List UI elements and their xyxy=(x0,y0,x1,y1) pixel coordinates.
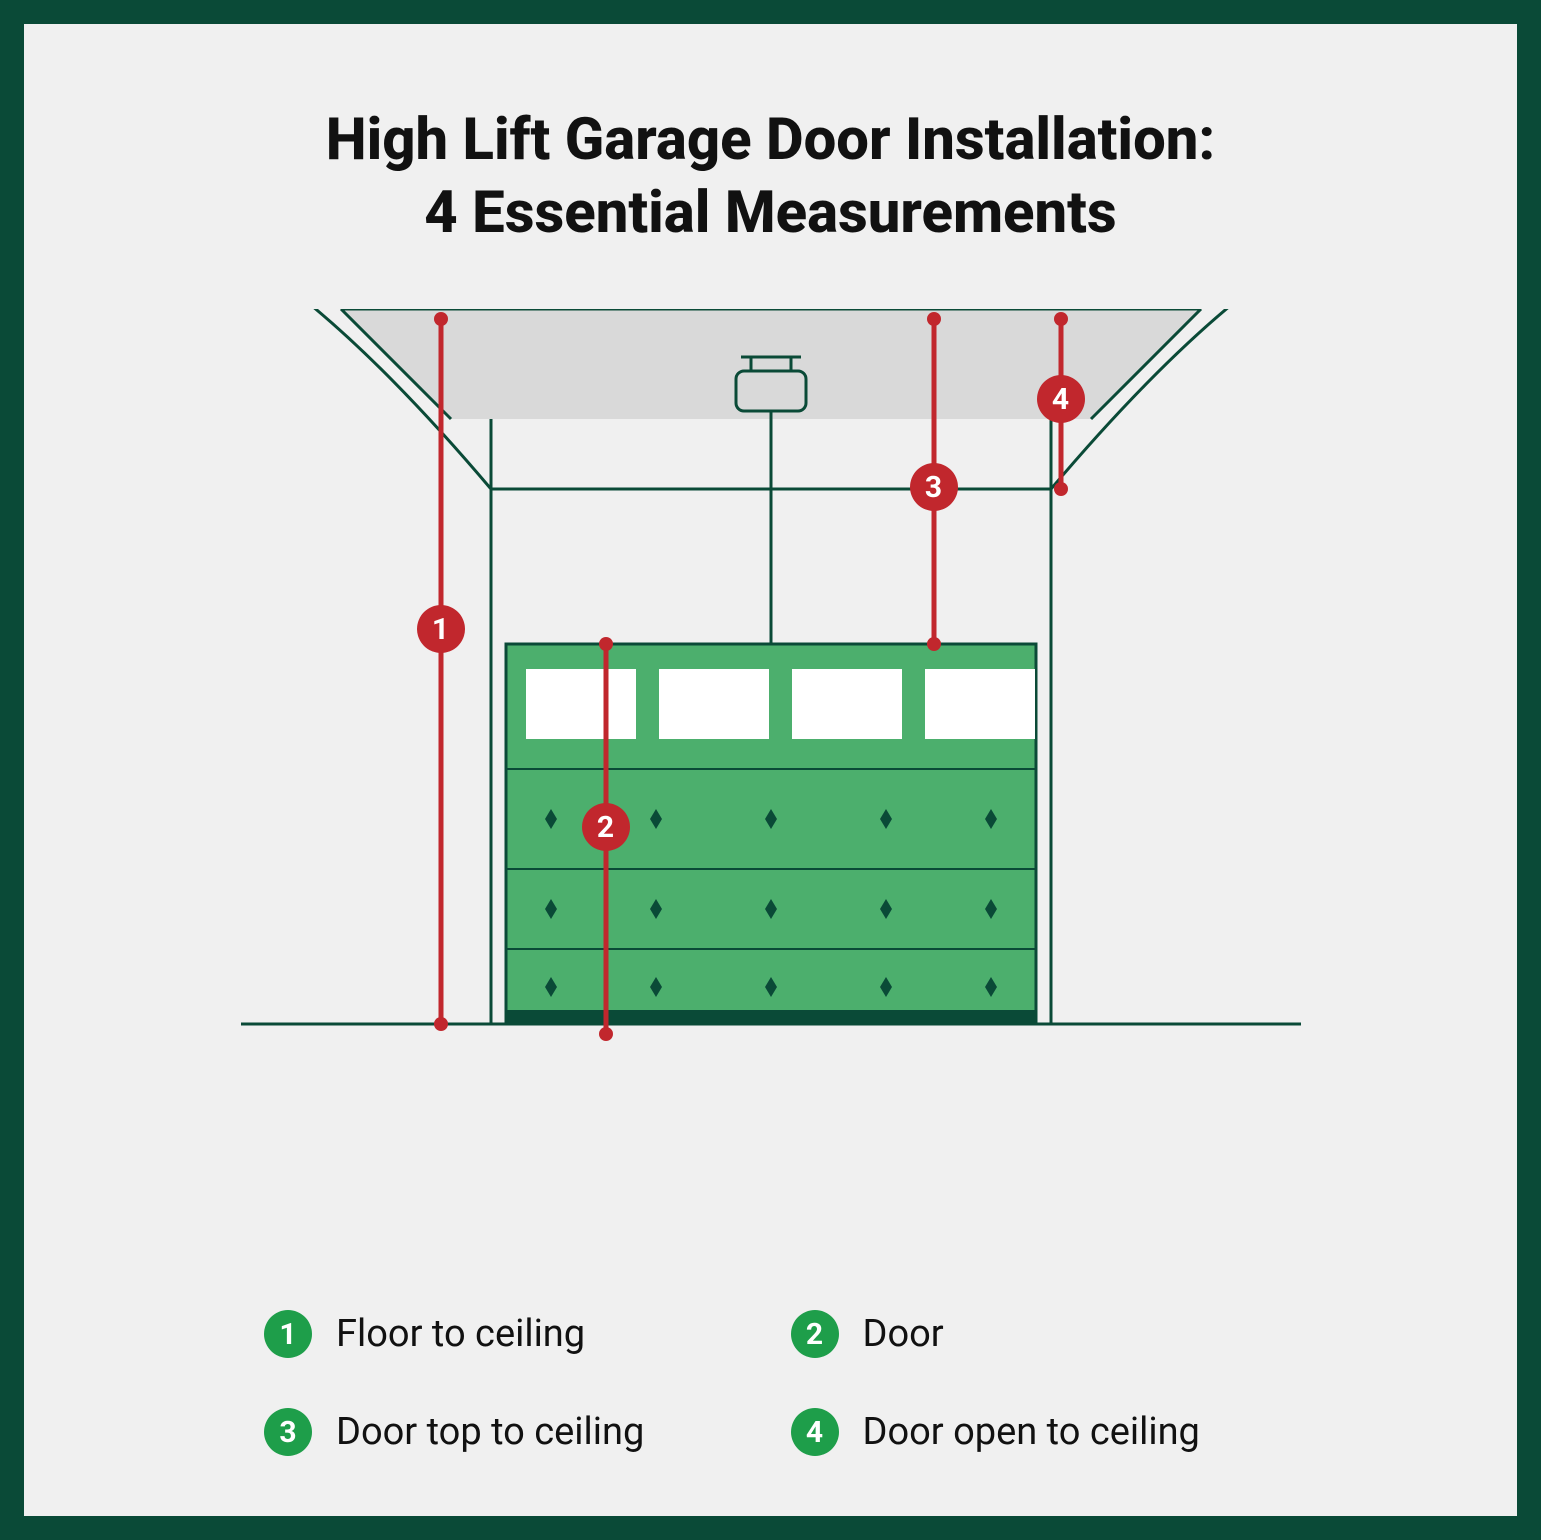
infographic-frame: High Lift Garage Door Installation: 4 Es… xyxy=(0,0,1541,1540)
legend-label-4: Door open to ceiling xyxy=(863,1410,1200,1454)
legend-item-3: 3 Door top to ceiling xyxy=(264,1408,751,1456)
measurement-marker-2: 2 xyxy=(582,803,630,851)
legend-badge-3: 3 xyxy=(264,1408,312,1456)
measurement-marker-1: 1 xyxy=(417,605,465,653)
title-line-2: 4 Essential Measurements xyxy=(424,179,1116,247)
measurement-marker-4: 4 xyxy=(1037,375,1085,423)
legend-badge-1: 1 xyxy=(264,1310,312,1358)
legend-item-2: 2 Door xyxy=(791,1310,1278,1358)
legend-item-1: 1 Floor to ceiling xyxy=(264,1310,751,1358)
page-title: High Lift Garage Door Installation: 4 Es… xyxy=(94,104,1447,249)
infographic-canvas: High Lift Garage Door Installation: 4 Es… xyxy=(24,24,1517,1516)
legend-badge-4: 4 xyxy=(791,1408,839,1456)
title-line-1: High Lift Garage Door Installation: xyxy=(326,106,1216,174)
diagram-container: 1 2 3 4 xyxy=(94,309,1447,1280)
garage-diagram: 1 2 3 4 xyxy=(241,309,1301,1069)
legend-label-1: Floor to ceiling xyxy=(336,1312,585,1356)
legend-badge-2: 2 xyxy=(791,1310,839,1358)
measurement-marker-3: 3 xyxy=(910,463,958,511)
legend: 1 Floor to ceiling 2 Door 3 Door top to ceili… xyxy=(94,1310,1447,1456)
legend-item-4: 4 Door open to ceiling xyxy=(791,1408,1278,1456)
legend-label-2: Door xyxy=(863,1312,944,1356)
legend-label-3: Door top to ceiling xyxy=(336,1410,644,1454)
